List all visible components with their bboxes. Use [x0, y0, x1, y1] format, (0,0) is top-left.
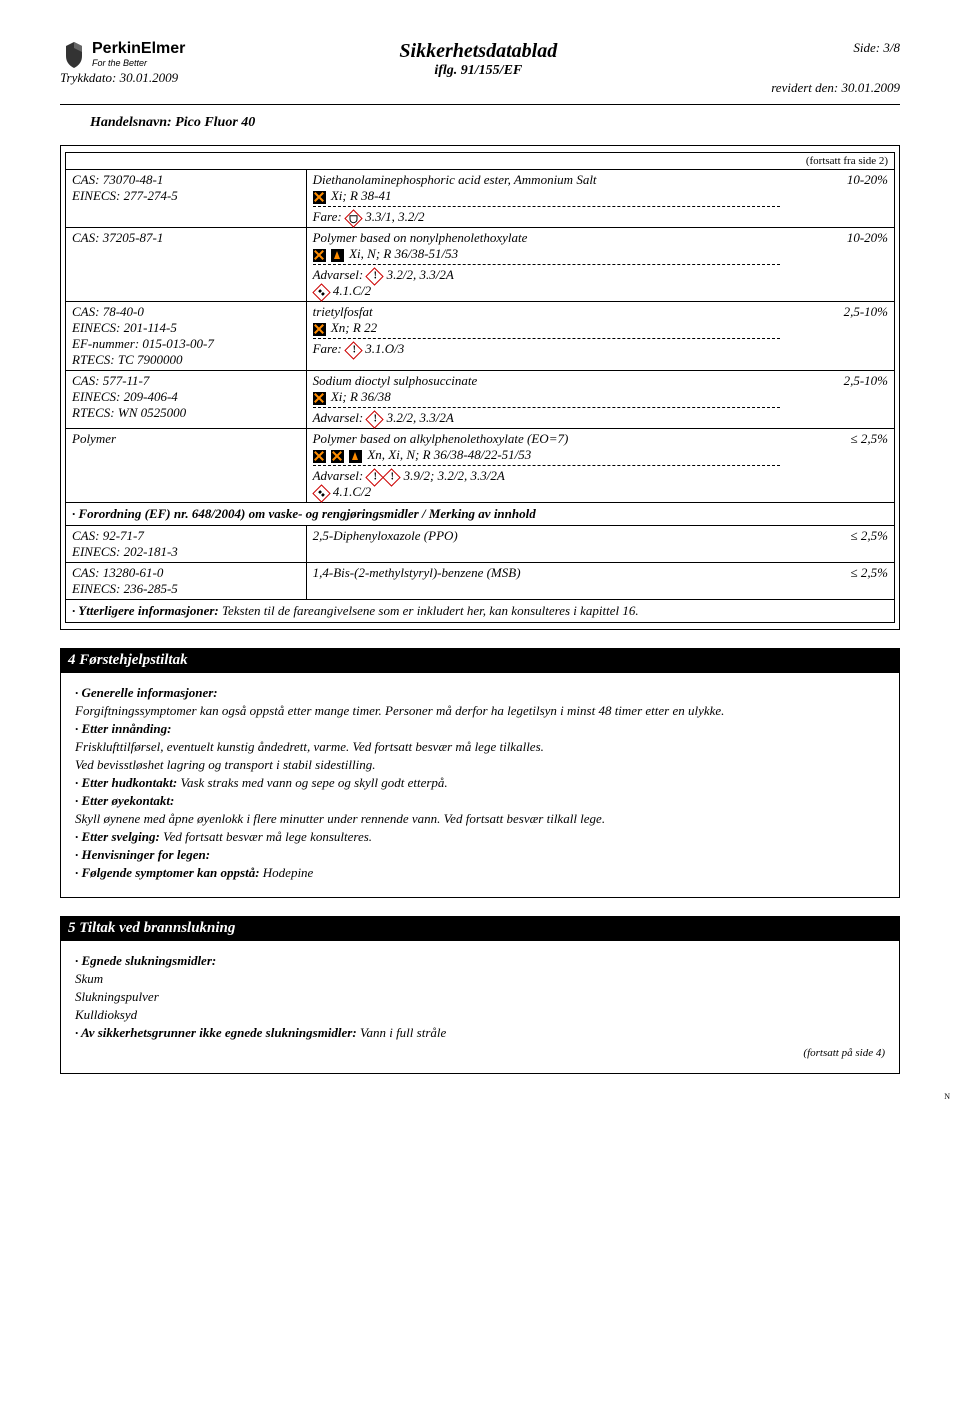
text-foam: Skum — [75, 971, 885, 987]
hazard-x-icon — [331, 450, 344, 463]
hazard-x-icon — [313, 392, 326, 405]
composition-table-box: (fortsatt fra side 2) CAS: 73070-48-1EIN… — [65, 152, 895, 623]
page-number: Side: 3/8 — [771, 40, 900, 56]
label-symptoms: · Følgende symptomer kan oppstå: — [75, 865, 260, 880]
section-4-title: 4 Førstehjelpstiltak — [60, 648, 900, 673]
doc-title: Sikkerhetsdatablad — [399, 40, 557, 63]
brand-logo-icon — [60, 40, 88, 70]
ghs-excl-icon — [366, 410, 384, 428]
table-row: CAS: 78-40-0EINECS: 201-114-5EF-nummer: … — [66, 302, 894, 371]
brand-block: PerkinElmer For the Better Trykkdato: 30… — [60, 40, 185, 86]
section-5: 5 Tiltak ved brannslukning · Egnede sluk… — [60, 916, 900, 1074]
ghs-excl-icon — [383, 468, 401, 486]
hazard-x-icon — [313, 323, 326, 336]
table-row: CAS: 73070-48-1EINECS: 277-274-5Diethano… — [66, 170, 894, 228]
section-5-body: · Egnede slukningsmidler: Skum Sluknings… — [60, 941, 900, 1074]
label-inhalation: · Etter innånding: — [75, 721, 171, 736]
label-doctor: · Henvisninger for legen: — [75, 847, 210, 862]
table-row: CAS: 13280-61-0EINECS: 236-285-51,4-Bis-… — [66, 563, 894, 600]
brand-name: PerkinElmer — [92, 40, 185, 58]
composition-table: CAS: 73070-48-1EINECS: 277-274-5Diethano… — [66, 169, 894, 502]
text-co2: Kulldioksyd — [75, 1007, 885, 1023]
text-swallow: Ved fortsatt besvær må lege konsulteres. — [163, 829, 372, 844]
label-skin: · Etter hudkontakt: — [75, 775, 177, 790]
section-4-body: · Generelle informasjoner: Forgiftningss… — [60, 673, 900, 898]
regulation-heading: · Forordning (EF) nr. 648/2004) om vaske… — [66, 502, 894, 525]
label-eye: · Etter øyekontakt: — [75, 793, 174, 808]
product-name: Handelsnavn: Pico Fluor 40 — [90, 115, 900, 131]
section-4: 4 Førstehjelpstiltak · Generelle informa… — [60, 648, 900, 898]
table-row: CAS: 37205-87-1Polymer based on nonylphe… — [66, 228, 894, 302]
hazard-x-icon — [313, 450, 326, 463]
label-general: · Generelle informasjoner: — [75, 685, 218, 700]
revised-date: revidert den: 30.01.2009 — [771, 80, 900, 96]
text-symptoms: Hodepine — [263, 865, 314, 880]
label-swallow: · Etter svelging: — [75, 829, 160, 844]
continued-to: (fortsatt på side 4) — [75, 1047, 885, 1059]
table-row: PolymerPolymer based on alkylphenolethox… — [66, 429, 894, 503]
label-unsuitable: · Av sikkerhetsgrunner ikke egnede slukn… — [75, 1025, 357, 1040]
table-row: CAS: 577-11-7EINECS: 209-406-4RTECS: WN … — [66, 371, 894, 429]
footer-mark: N — [60, 1092, 950, 1101]
brand-tagline: For the Better — [92, 58, 185, 68]
composition-outer: (fortsatt fra side 2) CAS: 73070-48-1EIN… — [60, 145, 900, 630]
doc-title-block: Sikkerhetsdatablad iflg. 91/155/EF — [399, 40, 557, 79]
ghs-corr-icon — [344, 209, 362, 227]
doc-subtitle: iflg. 91/155/EF — [399, 63, 557, 79]
hazard-x-icon — [313, 249, 326, 262]
hazard-n-icon — [349, 450, 362, 463]
section-5-title: 5 Tiltak ved brannslukning — [60, 916, 900, 941]
text-inhalation-1: Frisklufttilførsel, eventuelt kunstig ån… — [75, 739, 885, 755]
print-date: Trykkdato: 30.01.2009 — [60, 70, 185, 86]
text-inhalation-2: Ved bevisstløshet lagring og transport i… — [75, 757, 885, 773]
label-suitable: · Egnede slukningsmidler: — [75, 953, 216, 968]
continued-from: (fortsatt fra side 2) — [66, 153, 894, 169]
hazard-x-icon — [313, 191, 326, 204]
text-skin: Vask straks med vann og sepe og skyll go… — [180, 775, 447, 790]
hazard-n-icon — [331, 249, 344, 262]
ghs-env-icon — [312, 283, 330, 301]
text-powder: Slukningspulver — [75, 989, 885, 1005]
document-header: PerkinElmer For the Better Trykkdato: 30… — [60, 40, 900, 96]
ghs-excl-icon — [344, 341, 362, 359]
regulation-table: CAS: 92-71-7EINECS: 202-181-32,5-Dipheny… — [66, 525, 894, 599]
table-row: CAS: 92-71-7EINECS: 202-181-32,5-Dipheny… — [66, 526, 894, 563]
further-info: · Ytterligere informasjoner: Teksten til… — [66, 599, 894, 622]
text-general: Forgiftningssymptomer kan også oppstå et… — [75, 703, 885, 719]
ghs-env-icon — [312, 484, 330, 502]
text-unsuitable: Vann i full stråle — [360, 1025, 446, 1040]
text-eye: Skyll øynene med åpne øyenlokk i flere m… — [75, 811, 885, 827]
